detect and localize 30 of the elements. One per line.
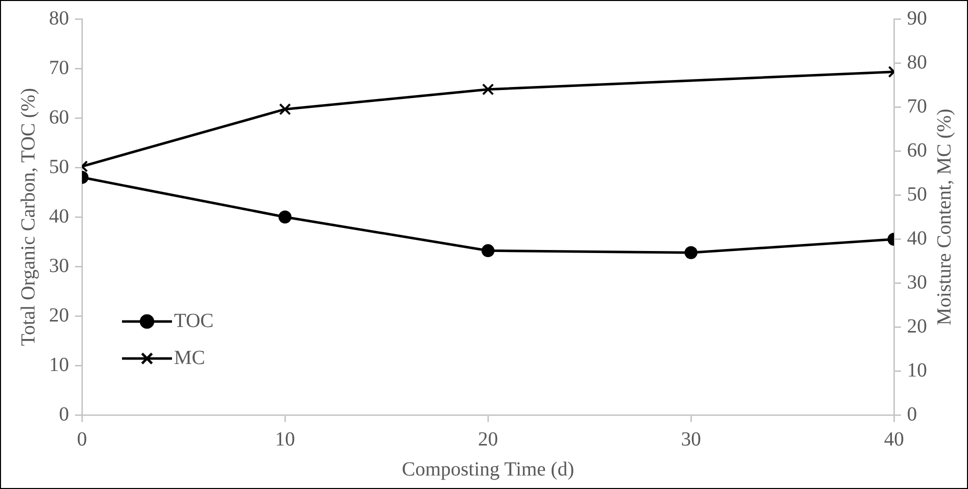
x-tick-label: 30	[681, 428, 701, 450]
y2-axis-title: Moisture Content, MC (%)	[933, 108, 956, 326]
y2-tick-label: 40	[907, 227, 927, 250]
y2-tick-label: 20	[907, 315, 927, 338]
point	[482, 244, 494, 258]
y-tick-label: 40	[49, 205, 69, 228]
y2-tick-label: 60	[907, 139, 927, 162]
y2-tick-label: 10	[907, 359, 927, 382]
y2-tick-label: 80	[907, 51, 927, 74]
y-tick-label: 10	[49, 354, 69, 376]
y2-tick-label: 70	[907, 95, 927, 118]
y-tick-label: 0	[59, 403, 69, 426]
y-tick-label: 20	[49, 304, 69, 326]
legend-label: MC	[174, 346, 206, 369]
y2-tick-label: 50	[907, 183, 927, 206]
x-tick-label: 0	[77, 428, 87, 450]
y-tick-label: 50	[49, 156, 69, 178]
legend-label: TOC	[174, 310, 214, 332]
x-tick-label: 20	[478, 428, 498, 450]
y2-tick-label: 30	[907, 271, 927, 294]
y-tick-label: 30	[49, 254, 69, 277]
y-axis-title: Total Organic Carbon, TOC (%)	[17, 88, 40, 346]
x-tick-label: 10	[275, 428, 295, 450]
x-tick-label: 40	[884, 428, 904, 450]
y-tick-label: 70	[49, 56, 69, 79]
y2-tick-label: 0	[907, 403, 917, 426]
y-tick-label: 60	[49, 106, 69, 128]
y2-tick-label: 90	[907, 7, 927, 30]
x-axis-title: Composting Time (d)	[402, 458, 574, 480]
y-tick-label: 80	[49, 7, 69, 30]
